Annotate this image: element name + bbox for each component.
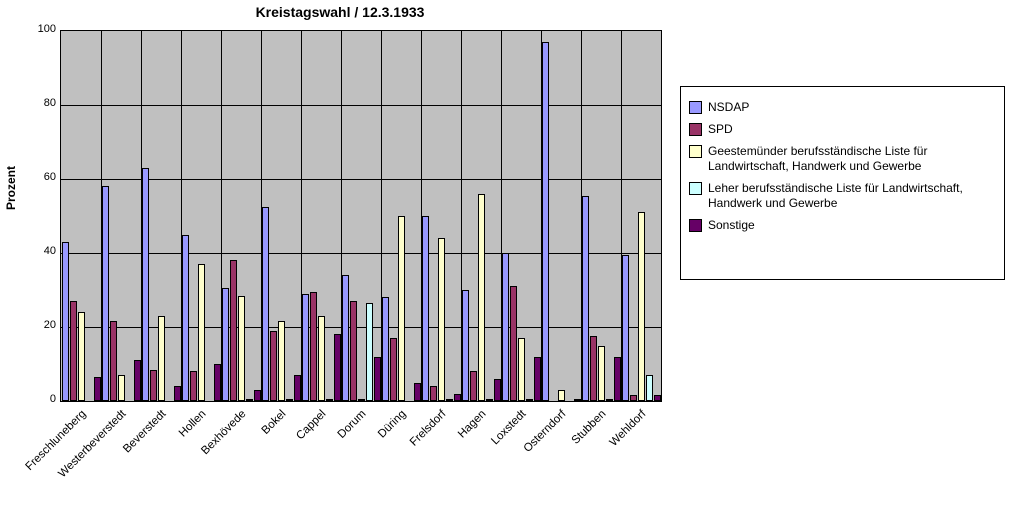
bar bbox=[254, 390, 261, 401]
bar bbox=[94, 377, 101, 401]
chart-container: Kreistagswahl / 12.3.1933 Prozent NSDAP S… bbox=[0, 0, 1012, 518]
bar bbox=[438, 238, 445, 401]
bar bbox=[502, 253, 509, 401]
bar bbox=[494, 379, 501, 401]
bar bbox=[246, 399, 253, 401]
bar bbox=[334, 334, 341, 401]
bar bbox=[462, 290, 469, 401]
bar bbox=[382, 297, 389, 401]
bar bbox=[470, 371, 477, 401]
legend-swatch bbox=[689, 145, 702, 158]
y-tick: 0 bbox=[30, 393, 56, 405]
y-tick: 60 bbox=[30, 171, 56, 183]
bar bbox=[302, 294, 309, 401]
bar bbox=[646, 375, 653, 401]
y-tick: 80 bbox=[30, 97, 56, 109]
gridline-h bbox=[61, 253, 661, 254]
legend-item: NSDAP bbox=[689, 100, 996, 115]
gridline-h bbox=[61, 327, 661, 328]
bar bbox=[606, 399, 613, 401]
bar bbox=[574, 399, 581, 401]
legend-swatch bbox=[689, 219, 702, 232]
bar bbox=[102, 186, 109, 401]
bar bbox=[278, 321, 285, 401]
bar bbox=[510, 286, 517, 401]
legend-swatch bbox=[689, 182, 702, 195]
bar bbox=[422, 216, 429, 401]
bar bbox=[270, 331, 277, 401]
bar bbox=[414, 383, 421, 402]
legend: NSDAP SPD Geestemünder berufsständische Li… bbox=[680, 86, 1005, 280]
bar bbox=[238, 296, 245, 401]
legend-item: SPD bbox=[689, 122, 996, 137]
bar bbox=[198, 264, 205, 401]
bar bbox=[158, 316, 165, 401]
bar bbox=[310, 292, 317, 401]
bar bbox=[614, 357, 621, 401]
legend-label: Leher berufsständische Liste für Landwir… bbox=[708, 181, 996, 211]
bar bbox=[590, 336, 597, 401]
bar bbox=[110, 321, 117, 401]
legend-item: Sonstige bbox=[689, 218, 996, 233]
bar bbox=[366, 303, 373, 401]
bar bbox=[142, 168, 149, 401]
y-tick: 100 bbox=[30, 23, 56, 35]
legend-item: Leher berufsständische Liste für Landwir… bbox=[689, 181, 996, 211]
bar bbox=[342, 275, 349, 401]
legend-item: Geestemünder berufsständische Liste für … bbox=[689, 144, 996, 174]
bar bbox=[398, 216, 405, 401]
legend-label: Sonstige bbox=[708, 218, 996, 233]
bar bbox=[318, 316, 325, 401]
bar bbox=[542, 42, 549, 401]
bar bbox=[526, 399, 533, 401]
bar bbox=[190, 371, 197, 401]
bar bbox=[630, 395, 637, 401]
bar bbox=[374, 357, 381, 401]
bar bbox=[150, 370, 157, 401]
y-tick: 20 bbox=[30, 319, 56, 331]
legend-swatch bbox=[689, 101, 702, 114]
bar bbox=[294, 375, 301, 401]
bar bbox=[350, 301, 357, 401]
gridline-h bbox=[61, 179, 661, 180]
bar bbox=[582, 196, 589, 401]
bar bbox=[622, 255, 629, 401]
y-tick: 40 bbox=[30, 245, 56, 257]
bar bbox=[534, 357, 541, 401]
bar bbox=[358, 399, 365, 401]
bar bbox=[558, 390, 565, 401]
bar bbox=[654, 395, 661, 401]
bar bbox=[222, 288, 229, 401]
legend-label: NSDAP bbox=[708, 100, 996, 115]
bar bbox=[70, 301, 77, 401]
bar bbox=[638, 212, 645, 401]
bar bbox=[182, 235, 189, 402]
bar bbox=[598, 346, 605, 402]
plot-area bbox=[60, 30, 662, 402]
bar bbox=[454, 394, 461, 401]
legend-swatch bbox=[689, 123, 702, 136]
bar bbox=[446, 399, 453, 401]
bar bbox=[486, 399, 493, 401]
legend-label: SPD bbox=[708, 122, 996, 137]
bar bbox=[118, 375, 125, 401]
bar bbox=[134, 360, 141, 401]
bar bbox=[430, 386, 437, 401]
bar bbox=[78, 312, 85, 401]
bar bbox=[326, 399, 333, 401]
bar bbox=[230, 260, 237, 401]
bar bbox=[262, 207, 269, 401]
bar bbox=[174, 386, 181, 401]
chart-title: Kreistagswahl / 12.3.1933 bbox=[0, 4, 680, 20]
bar bbox=[62, 242, 69, 401]
bar bbox=[518, 338, 525, 401]
gridline-h bbox=[61, 105, 661, 106]
bar bbox=[286, 399, 293, 401]
y-axis-label: Prozent bbox=[4, 166, 18, 210]
legend-label: Geestemünder berufsständische Liste für … bbox=[708, 144, 996, 174]
bar bbox=[478, 194, 485, 401]
bar bbox=[214, 364, 221, 401]
bar bbox=[390, 338, 397, 401]
